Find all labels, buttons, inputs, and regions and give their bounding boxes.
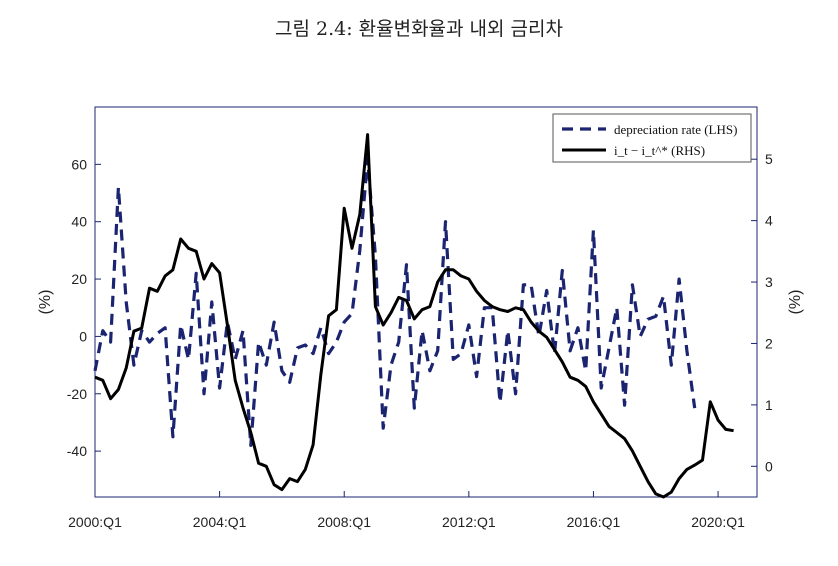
left-axis-tick-label: 20 — [71, 271, 87, 287]
left-axis-tick-label: 40 — [71, 214, 87, 230]
x-axis-tick-label: 2008:Q1 — [317, 514, 371, 530]
x-axis-tick-label: 2004:Q1 — [193, 514, 247, 530]
x-axis-tick-label: 2020:Q1 — [691, 514, 745, 530]
right-axis-tick-label: 0 — [765, 458, 773, 474]
left-axis-tick-label: -40 — [67, 443, 87, 459]
legend-depreciation-label: depreciation rate (LHS) — [614, 122, 737, 137]
legend-differential-label: i_t − i_t^* (RHS) — [614, 143, 705, 158]
x-axis-tick-label: 2000:Q1 — [68, 514, 122, 530]
right-axis-tick-label: 2 — [765, 335, 773, 351]
right-axis-tick-label: 3 — [765, 274, 773, 290]
legend-box — [552, 113, 752, 163]
series-layer — [93, 133, 734, 499]
right-axis-tick-label: 1 — [765, 397, 773, 413]
x-axis-tick-label: 2016:Q1 — [567, 514, 621, 530]
x-axis-ticks: 2000:Q1 2004:Q1 2008:Q1 2012:Q1 2016:Q1 2020:… — [68, 491, 745, 530]
right-axis-label: (%) — [787, 290, 804, 315]
right-axis-ticks: 0 1 2 3 4 5 — [751, 151, 773, 474]
figure-title: 그림 2.4: 환율변화율과 내외 금리차 — [274, 18, 564, 40]
plot-frame — [94, 106, 758, 498]
x-axis-tick-label: 2012:Q1 — [442, 514, 496, 530]
left-axis-tick-label: 0 — [79, 328, 87, 344]
legend: depreciation rate (LHS) i_t − i_t^* (RHS… — [552, 113, 752, 163]
left-axis-tick-label: -20 — [67, 386, 87, 402]
left-axis-ticks: -40 -20 0 20 40 60 — [67, 156, 101, 459]
left-axis-tick-label: 60 — [71, 156, 87, 172]
right-axis-tick-label: 4 — [765, 213, 773, 229]
left-axis-label: (%) — [37, 290, 54, 315]
depreciation-series-line — [93, 157, 697, 447]
interest-differential-series-line — [94, 133, 734, 499]
right-axis-tick-label: 5 — [765, 151, 773, 167]
